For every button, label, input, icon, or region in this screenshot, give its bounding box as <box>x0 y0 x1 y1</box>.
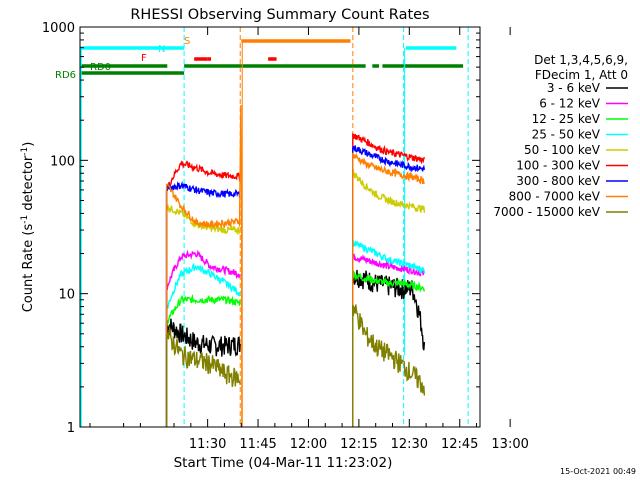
series-line-7-part-1 <box>165 183 241 427</box>
legend-label-3: 25 - 50 keV <box>532 128 601 142</box>
series-line-4-part-1 <box>165 204 241 427</box>
legend: Det 1,3,4,5,6,9,FDecim 1, Att 03 - 6 keV… <box>493 53 628 219</box>
series-line-2-part-1 <box>165 293 241 427</box>
y-label-mid: detector <box>21 155 36 215</box>
legend-label-7: 800 - 7000 keV <box>509 190 601 204</box>
series-line-6-part-1 <box>165 180 241 427</box>
x-tick-label-0: 11:30 <box>189 437 226 452</box>
y-label-main: Count Rate (s <box>21 224 36 313</box>
series-line-5-part-1 <box>165 160 241 427</box>
flag-bands <box>80 39 464 75</box>
flag-label-s: S <box>184 36 190 47</box>
series-line-8-part-1 <box>165 326 241 427</box>
series-line-7-part-2 <box>352 152 425 427</box>
legend-header-1: FDecim 1, Att 0 <box>535 68 628 82</box>
x-tick-label-1: 11:45 <box>239 437 276 452</box>
y-tick-label-2: 100 <box>50 154 75 169</box>
axis-ticks: 11:30 11:45 12:00 12:15 12:30 12:45 13:00 1 10 10… <box>42 21 529 452</box>
legend-label-4: 50 - 100 keV <box>524 143 601 157</box>
legend-label-0: 3 - 6 keV <box>547 81 601 95</box>
y-label-sup-2: -1 <box>20 147 30 156</box>
series-line-5-part-2 <box>352 132 426 427</box>
flag-label-n: N <box>158 44 165 55</box>
flag-label-rd6: RD6 <box>55 70 76 81</box>
legend-label-1: 6 - 12 keV <box>539 97 601 111</box>
flag-label-f: F <box>141 53 147 64</box>
vertical-markers <box>80 27 469 427</box>
x-tick-label-2: 12:00 <box>290 437 327 452</box>
legend-label-5: 100 - 300 keV <box>516 159 600 173</box>
y-label-sup-1: -1 <box>20 215 30 224</box>
legend-label-2: 12 - 25 keV <box>532 112 601 126</box>
x-tick-label-5: 12:45 <box>441 437 478 452</box>
flag-labels: FN S RD0 RD6 <box>55 36 190 81</box>
y-tick-label-0: 1 <box>67 421 75 436</box>
flag-label-rd0: RD0 <box>90 62 111 73</box>
legend-label-8: 7000 - 15000 keV <box>493 205 600 219</box>
x-axis-label: Start Time (04-Mar-11 11:23:02) <box>174 455 393 471</box>
series-line-1-part-2 <box>352 253 426 427</box>
orange-spike <box>238 104 243 428</box>
x-tick-label-4: 12:30 <box>391 437 428 452</box>
timestamp: 15-Oct-2021 00:49 <box>560 467 636 476</box>
series-line-4-part-2 <box>352 169 426 427</box>
series-line-8-part-2 <box>352 304 426 427</box>
series-line-3-part-2 <box>352 240 426 427</box>
y-axis-label: Count Rate (s-1 detector-1) <box>20 142 36 313</box>
y-tick-label-3: 1000 <box>42 21 75 36</box>
legend-label-6: 300 - 800 keV <box>516 174 600 188</box>
series-line-1-part-1 <box>165 249 241 427</box>
series-line-3-part-1 <box>165 262 241 427</box>
x-tick-label-3: 12:15 <box>340 437 377 452</box>
legend-header-0: Det 1,3,4,5,6,9, <box>534 53 628 67</box>
plot-frame <box>79 26 481 428</box>
series-line-6-part-2 <box>352 145 426 427</box>
chart-title: RHESSI Observing Summary Count Rates <box>130 7 429 23</box>
series-lines <box>165 104 426 428</box>
x-tick-label-6: 13:00 <box>491 437 528 452</box>
series-line-2-part-2 <box>352 270 426 427</box>
y-label-end: ) <box>21 142 36 147</box>
series-line-0-part-1 <box>165 318 241 427</box>
y-tick-label-1: 10 <box>58 288 75 303</box>
